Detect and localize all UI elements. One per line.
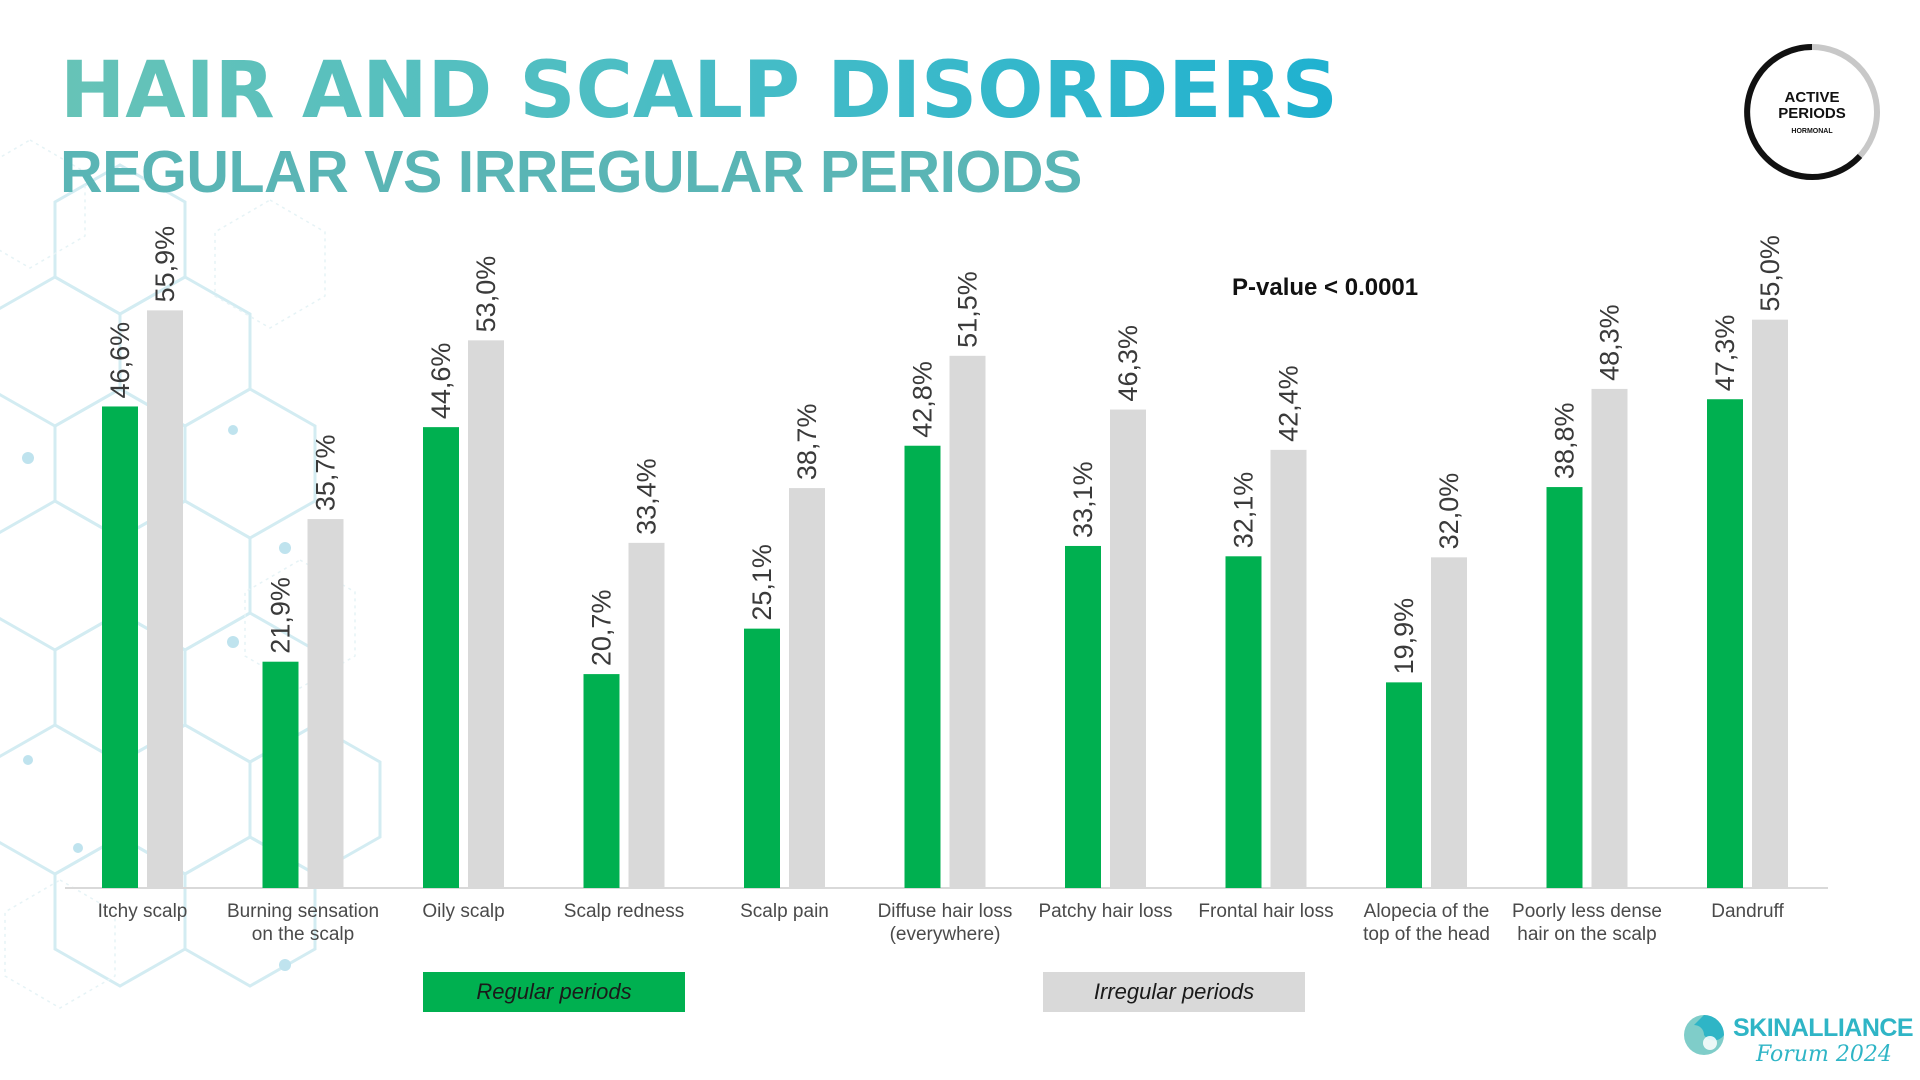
bar-regular <box>262 661 299 888</box>
page-title: HAIR AND SCALP DISORDERS <box>60 46 1338 136</box>
badge-line1: ACTIVE <box>1784 89 1839 106</box>
page-subtitle: REGULAR VS IRREGULAR PERIODS <box>60 139 1082 205</box>
data-label: 48,3% <box>1595 304 1625 381</box>
bar-irregular <box>1110 409 1146 888</box>
category-label: Itchy scalp <box>98 901 188 922</box>
data-label: 42,4% <box>1274 365 1304 442</box>
active-periods-badge: ACTIVE PERIODS HORMONAL <box>1744 44 1880 180</box>
data-label: 55,0% <box>1755 235 1785 312</box>
skinalliance-swirl-icon <box>1684 1015 1724 1055</box>
data-label: 20,7% <box>587 590 617 667</box>
logo-name: SKINALLIANCE <box>1733 1014 1914 1042</box>
bar-irregular <box>468 340 504 888</box>
bar-irregular <box>949 355 986 888</box>
data-label: 51,5% <box>953 271 983 348</box>
category-label: top of the head <box>1363 924 1490 945</box>
category-label: Poorly less dense <box>1512 901 1662 922</box>
data-label: 44,6% <box>426 343 456 420</box>
bar-irregular <box>1591 388 1628 888</box>
badge-line3: HORMONAL <box>1791 128 1833 135</box>
data-label: 42,8% <box>908 361 938 438</box>
data-label: 19,9% <box>1389 598 1419 675</box>
category-label: Scalp redness <box>564 901 684 922</box>
category-label: Patchy hair loss <box>1038 901 1172 922</box>
data-label: 47,3% <box>1710 315 1740 392</box>
data-label: 25,1% <box>747 544 777 621</box>
category-label: on the scalp <box>252 924 354 945</box>
data-label: 38,8% <box>1550 403 1580 480</box>
hexagon-background-decoration <box>0 139 382 1009</box>
data-label: 53,0% <box>471 256 501 333</box>
category-label: Dandruff <box>1711 901 1784 922</box>
bar-regular <box>1225 556 1262 888</box>
bar-irregular <box>1270 449 1307 888</box>
bar-regular <box>423 427 459 888</box>
legend-irregular-label: Irregular periods <box>1093 979 1255 1004</box>
category-label: Oily scalp <box>422 901 504 922</box>
data-label: 46,6% <box>105 322 135 399</box>
bar-regular <box>583 674 620 888</box>
data-label: 32,0% <box>1434 473 1464 550</box>
category-label: Burning sensation <box>227 901 379 922</box>
bar-regular <box>1546 487 1583 888</box>
bar-regular <box>1386 682 1422 888</box>
bar-irregular <box>789 488 825 888</box>
data-label: 55,9% <box>150 226 180 303</box>
data-label: 35,7% <box>311 435 341 512</box>
bar-irregular <box>628 542 665 888</box>
bar-irregular <box>1431 557 1467 888</box>
data-label: 32,1% <box>1229 472 1259 549</box>
bar-regular <box>1707 399 1743 888</box>
skinalliance-logo: SKINALLIANCE Forum 2024 <box>1680 1008 1914 1068</box>
category-label: Alopecia of the <box>1364 901 1490 922</box>
legend-regular-label: Regular periods <box>476 979 632 1004</box>
category-label: Diffuse hair loss <box>878 901 1013 922</box>
logo-tagline: Forum 2024 <box>1756 1042 1892 1067</box>
legend-regular-periods: Regular periods <box>423 972 685 1012</box>
data-label: 33,1% <box>1068 461 1098 538</box>
legend-irregular-periods: Irregular periods <box>1043 972 1305 1012</box>
category-label: hair on the scalp <box>1517 924 1656 945</box>
data-label: 33,4% <box>632 458 662 535</box>
p-value-annotation: P-value < 0.0001 <box>1232 274 1418 301</box>
category-label: (everywhere) <box>890 924 1001 945</box>
bar-irregular <box>307 519 344 888</box>
bar-regular <box>904 445 941 888</box>
bar-regular <box>744 628 780 888</box>
badge-line2: PERIODS <box>1778 105 1846 122</box>
category-label: Scalp pain <box>740 901 829 922</box>
data-label: 21,9% <box>266 577 296 654</box>
category-label: Frontal hair loss <box>1198 901 1333 922</box>
bar-regular <box>102 406 138 888</box>
data-label: 46,3% <box>1113 325 1143 402</box>
bar-irregular <box>1752 319 1788 889</box>
bar-irregular <box>147 310 183 888</box>
bar-regular <box>1065 545 1101 888</box>
data-label: 38,7% <box>792 404 822 481</box>
